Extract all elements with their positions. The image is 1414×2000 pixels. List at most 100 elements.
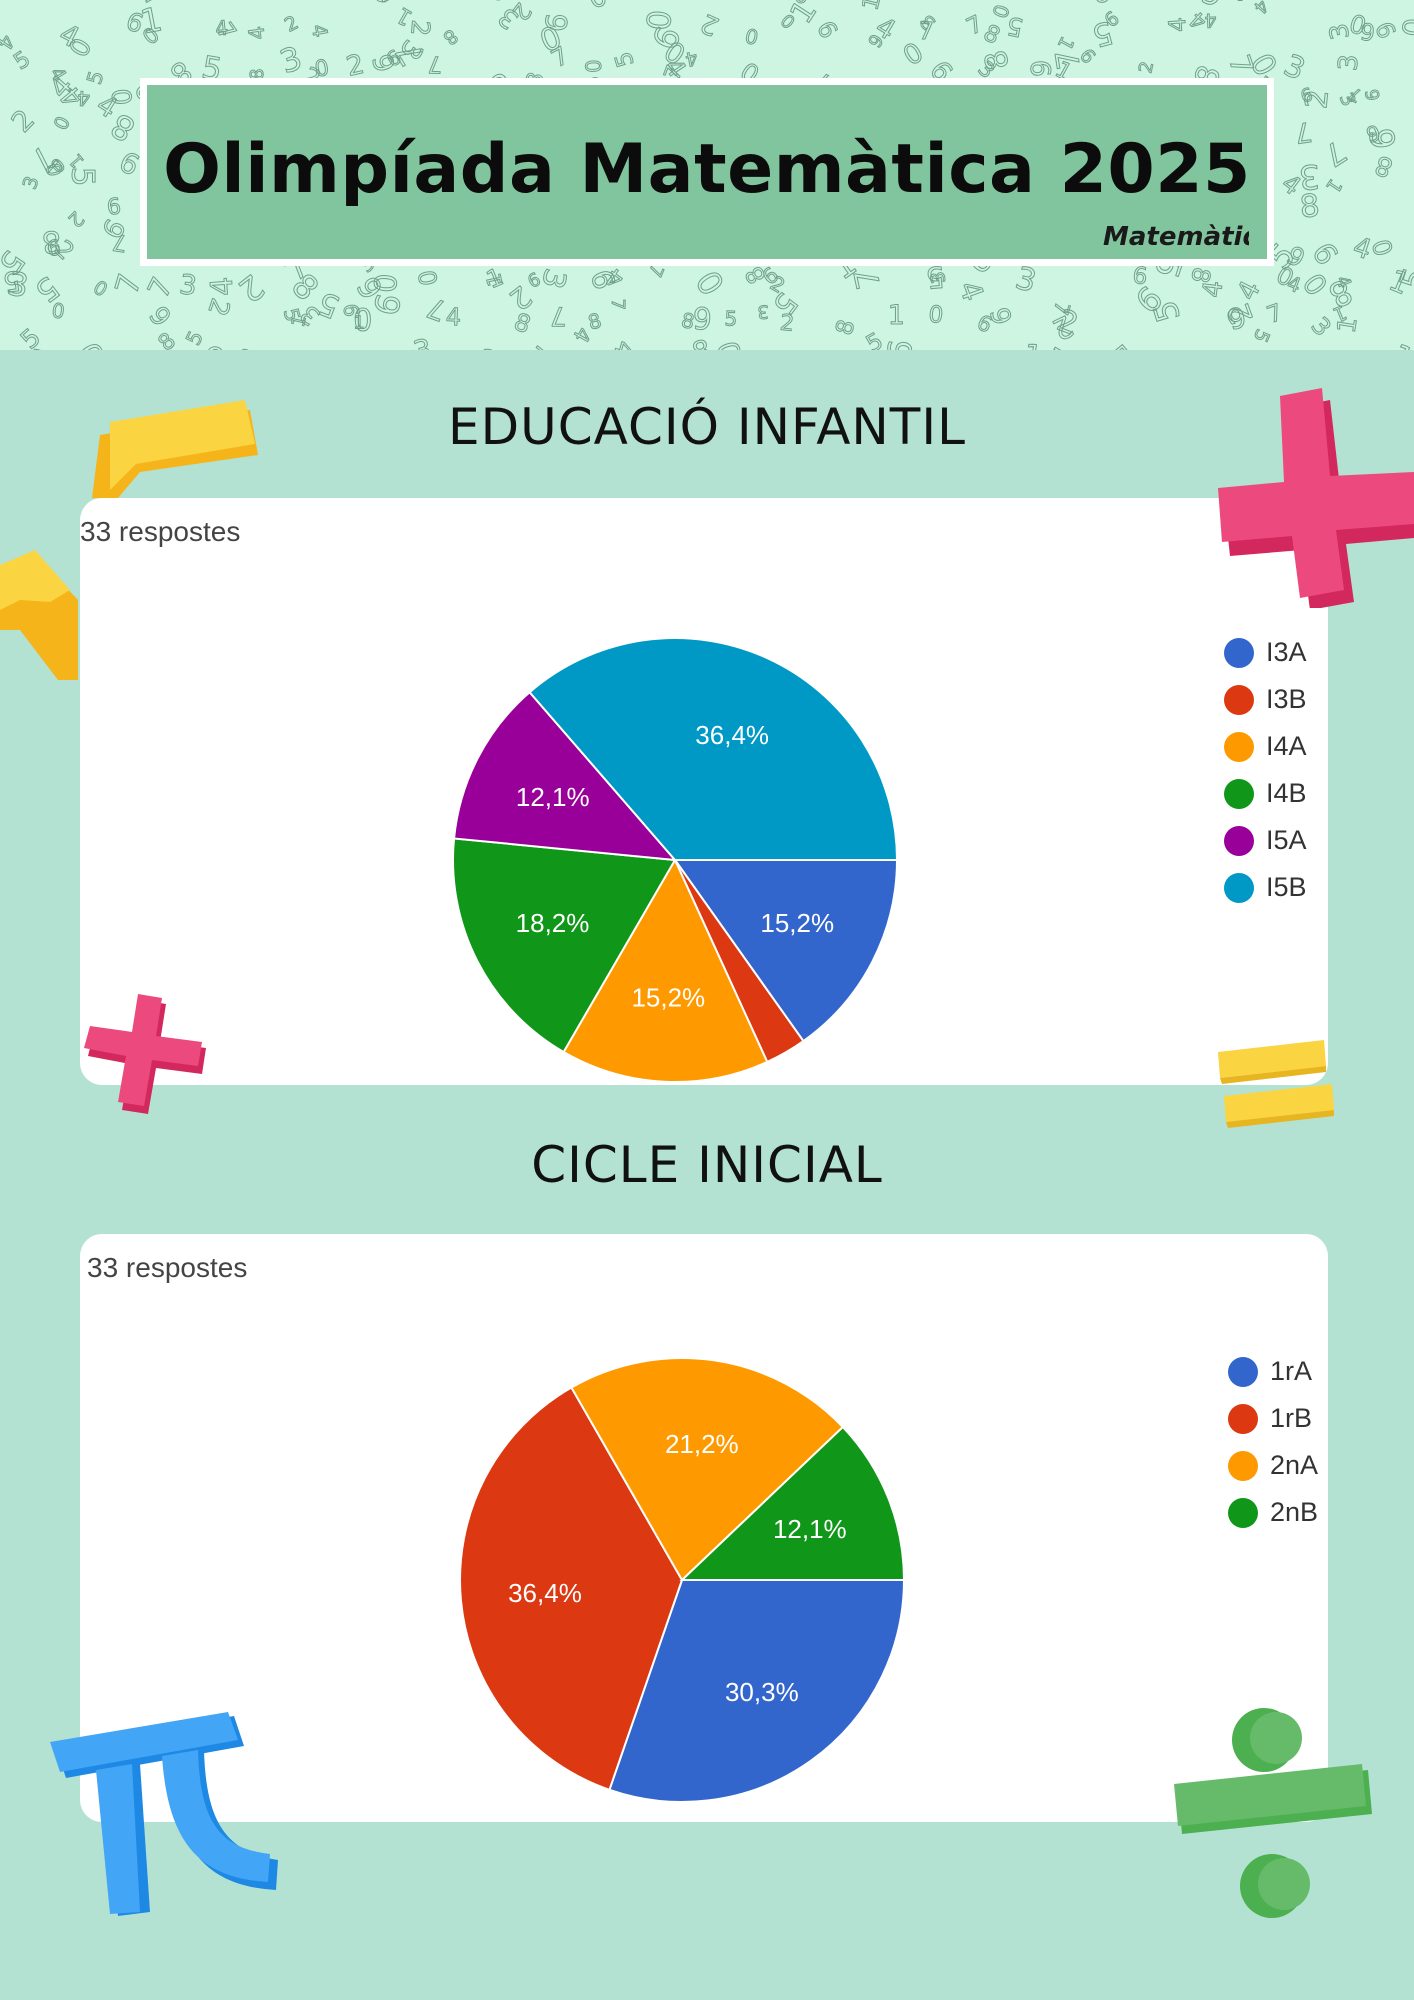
number-doodle: 0 [105, 87, 136, 106]
number-doodle: 7 [1038, 341, 1073, 350]
number-doodle: 8 [247, 68, 268, 80]
number-doodle: 9 [142, 301, 176, 332]
legend-item: I4B [1224, 770, 1307, 817]
number-doodle: 3 [178, 269, 199, 302]
section-title-cicle-inicial: CICLE INICIAL [531, 1136, 883, 1194]
number-doodle: 7 [607, 298, 628, 310]
number-doodle: 2 [5, 103, 41, 139]
logo: Matemàtiques [1103, 222, 1249, 252]
number-doodle: 1 [288, 313, 311, 329]
number-doodle: 1 [353, 312, 364, 333]
pie-slice-I5A [452, 690, 678, 862]
number-doodle: 3 [1278, 48, 1310, 88]
number-doodle: 8 [1298, 188, 1321, 226]
number-doodle: 1 [1384, 337, 1414, 350]
number-doodle: 4 [445, 303, 461, 332]
number-doodle: 1 [481, 271, 507, 288]
pie-slice-I5B [528, 637, 899, 861]
number-doodle: 0 [366, 272, 402, 293]
number-doodle: 2 [1299, 88, 1336, 111]
number-doodle: 0 [793, 0, 809, 6]
pie-data-label: 18,2% [516, 908, 590, 938]
legend-item: I3B [1224, 676, 1307, 723]
header-banner: 4444154724464286290408010147780969786441… [0, 0, 1414, 350]
legend-label: 2nB [1270, 1497, 1319, 1527]
number-doodle: 8 [1185, 265, 1216, 286]
legend-infantil: I3A I3B I4A I4B I5A I5B [1224, 629, 1307, 911]
number-doodle: 5 [134, 0, 158, 7]
number-doodle: 8 [978, 46, 1017, 73]
number-doodle: 4 [1165, 16, 1192, 32]
number-doodle: 4 [77, 86, 91, 111]
number-doodle: 5 [924, 259, 945, 294]
section-title-infantil: EDUCACIÓ INFANTIL [448, 398, 966, 456]
chart-card-cicle-inicial: 33 respostes 30,3% 36,4% 21,2% 12,1% 1rA 1rB… [80, 1234, 1328, 1822]
number-doodle: 2 [1135, 60, 1158, 76]
number-doodle: 2 [475, 344, 500, 350]
legend-swatch [1224, 825, 1254, 856]
number-doodle: 7 [918, 17, 935, 46]
number-doodle: 1 [888, 300, 905, 331]
pink-plus-small-icon [84, 994, 206, 1114]
pi-icon [50, 1712, 278, 1916]
number-doodle: 0 [50, 113, 75, 134]
number-doodle: 4 [214, 15, 229, 40]
number-doodle: 4 [378, 0, 395, 7]
number-doodle: 4 [307, 22, 333, 39]
pink-plus-icon [1218, 388, 1414, 608]
number-doodle: 8 [679, 308, 696, 334]
title-box: Olimpíada Matemàtica 2025 Matemàtiques [140, 78, 1274, 266]
pie-data-label: 21,2% [665, 1429, 739, 1459]
number-doodle: 3 [1333, 53, 1364, 72]
legend-item: I5B [1224, 864, 1307, 911]
number-doodle: 8 [154, 328, 181, 350]
number-doodle: 1 [1321, 175, 1346, 197]
number-doodle: 4 [244, 25, 269, 41]
number-doodle: 1 [1332, 315, 1363, 335]
number-doodle: 1 [26, 344, 46, 350]
number-doodle: 0 [41, 161, 67, 179]
legend-swatch [1224, 684, 1254, 715]
legend-label: I4B [1266, 778, 1307, 808]
number-doodle: 2 [405, 19, 435, 37]
number-doodle: 0 [51, 298, 67, 323]
number-doodle: 0 [928, 299, 945, 326]
legend-item: I4A [1224, 723, 1307, 770]
number-doodle: 1 [858, 0, 886, 13]
number-doodle: 9 [538, 12, 574, 34]
number-doodle: 6 [338, 302, 364, 318]
pie-slice-I4B [452, 837, 677, 1054]
number-doodle: 9 [1174, 348, 1197, 350]
legend-label: 1rA [1270, 1356, 1313, 1386]
number-doodle: 6 [106, 194, 123, 220]
number-doodle: 4 [1198, 279, 1230, 299]
number-doodle: 3 [410, 332, 434, 350]
number-doodle: 5 [181, 327, 208, 349]
number-doodle: 3 [757, 300, 769, 321]
responses-count: 33 respostes [80, 516, 241, 547]
number-doodle: 0 [638, 8, 678, 32]
number-doodle: 6 [46, 235, 63, 261]
legend-label: I3B [1266, 684, 1307, 714]
number-doodle: 5 [963, 344, 1007, 350]
pie-data-label: 15,2% [631, 982, 705, 1012]
number-doodle: 9 [1361, 126, 1402, 151]
divide-icon [1174, 1708, 1372, 1918]
number-doodle: 0 [312, 53, 330, 80]
legend-label: I5B [1266, 872, 1307, 902]
number-doodle: 4 [205, 276, 241, 297]
number-doodle: 3 [1298, 157, 1322, 197]
number-doodle: 5 [1100, 340, 1135, 350]
legend-swatch [1224, 637, 1254, 668]
number-doodle: 3 [1324, 21, 1355, 42]
pie-slice-1rA [608, 1579, 906, 1803]
legend-swatch [1224, 872, 1254, 903]
number-doodle: 0 [743, 24, 761, 50]
legend-item: 2nA [1228, 1442, 1318, 1489]
pie-data-label: 12,1% [516, 782, 590, 812]
title-box-inner: Olimpíada Matemàtica 2025 Matemàtiques [147, 85, 1267, 259]
legend-cicle-inicial: 1rA 1rB 2nA 2nB [1228, 1348, 1318, 1536]
number-doodle: 9 [1358, 20, 1376, 48]
legend-label: 2nA [1270, 1450, 1319, 1480]
pie-chart-infantil: 15,2% 15,2% 18,2% 12,1% 36,4% [452, 637, 899, 1083]
